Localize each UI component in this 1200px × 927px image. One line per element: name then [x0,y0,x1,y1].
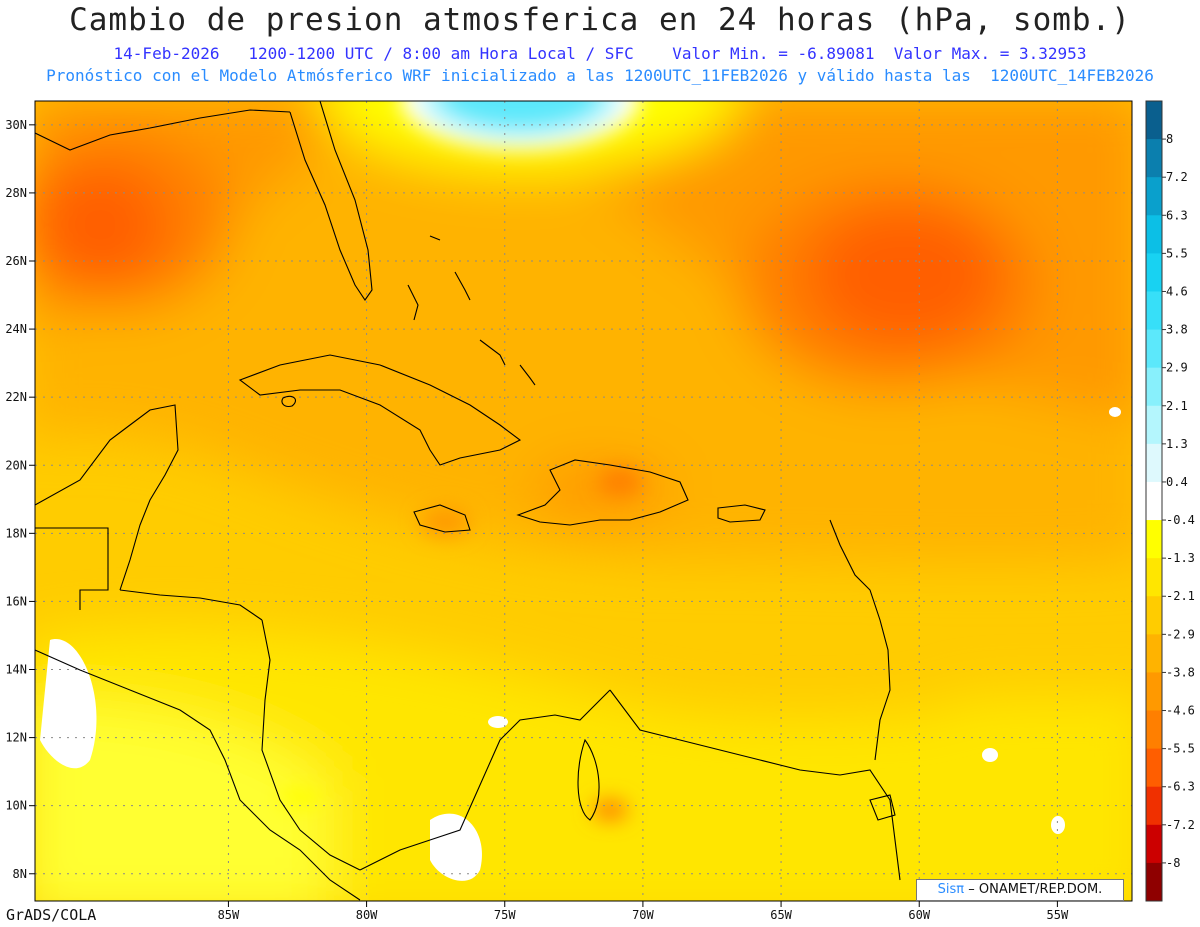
colorbar-segment [1146,596,1162,635]
lat-label: 26N [5,254,27,268]
colorbar-label: -2.9 [1166,627,1195,641]
lat-label: 14N [5,663,27,677]
lat-label: 16N [5,594,27,608]
credit-box: Sisπ – ONAMET/REP.DOM. [916,879,1124,901]
colorbar-segment [1146,443,1162,483]
lat-label: 24N [5,322,27,336]
colorbar-segment [1146,177,1162,216]
colorbar-label: -3.8 [1166,665,1195,679]
lat-label: 30N [5,118,27,132]
colorbar-segment [1146,215,1162,254]
lat-label: 18N [5,526,27,540]
lon-label: 60W [908,908,930,922]
colorbar-label: -6.3 [1166,780,1195,794]
shaded-field [35,101,1132,901]
colorbar-label: 2.9 [1166,361,1188,375]
lon-label: 75W [494,908,516,922]
colorbar-label: 8 [1166,132,1173,146]
colorbar-label: -8 [1166,856,1180,870]
colorbar-label: -5.5 [1166,742,1195,756]
graticule [35,101,1132,901]
lat-label: 20N [5,458,27,472]
grads-footer: GrADS/COLA [6,906,97,924]
sispi-logo: Sisπ [937,882,965,897]
colorbar-segment [1146,139,1162,178]
chart-title: Cambio de presion atmosferica en 24 hora… [69,2,1131,38]
colorbar-label: 6.3 [1166,208,1188,222]
colorbar-label: 0.4 [1166,475,1188,489]
colorbar-segment [1146,748,1162,788]
colorbar-label: -0.4 [1166,513,1195,527]
colorbar-segment [1146,329,1162,369]
lat-label: 28N [5,186,27,200]
lon-label: 65W [770,908,792,922]
colorbar-segment [1146,291,1162,331]
colorbar-segment [1146,862,1162,902]
colorbar-segment [1146,520,1162,559]
colorbar-segment [1146,405,1162,445]
colorbar-label: 2.1 [1166,399,1188,413]
colorbar-label: -2.1 [1166,589,1195,603]
credit-text: – ONAMET/REP.DOM. [968,882,1103,897]
axis-labels: 30N 28N 26N 24N 22N 20N 18N 16N 14N 12N 10N 8N 85W 80… [5,118,1069,922]
lon-label: 70W [632,908,654,922]
colorbar-segment [1146,710,1162,750]
lon-label: 80W [356,908,378,922]
lat-label: 10N [5,799,27,813]
coastlines [35,101,901,901]
lat-label: 12N [5,731,27,745]
lon-label: 85W [218,908,240,922]
colorbar-segment [1146,253,1162,292]
colorbar-label: 5.5 [1166,246,1188,260]
colorbar-label: -1.3 [1166,551,1195,565]
colorbar-label: 4.6 [1166,284,1188,298]
colorbar-segment [1146,786,1162,826]
map-frame [34,100,1133,902]
colorbar: 8 7.2 6.3 5.5 4.6 3.8 2.9 2.1 1.3 0.4 -0.4 -1.3 -2.1… [1145,100,1195,902]
colorbar-segment [1146,824,1162,864]
lat-label: 22N [5,390,27,404]
chart-subtitle-date-range: 14-Feb-2026 1200-1200 UTC / 8:00 am Hora… [113,44,1087,63]
colorbar-label: -7.2 [1166,818,1195,832]
colorbar-segment [1146,481,1162,521]
colorbar-label: 1.3 [1166,437,1188,451]
colorbar-label: -4.6 [1166,704,1195,718]
colorbar-segment [1146,558,1162,597]
chart-subtitle-model-info: Pronóstico con el Modelo Atmósferico WRF… [46,66,1154,85]
lon-label: 55W [1047,908,1069,922]
colorbar-frame [1145,100,1163,902]
colorbar-segment [1146,101,1162,140]
colorbar-label: 3.8 [1166,323,1188,337]
colorbar-segment [1146,634,1162,673]
colorbar-label: 7.2 [1166,170,1188,184]
colorbar-segment [1146,672,1162,712]
lat-label: 8N [13,867,27,881]
colorbar-segment [1146,367,1162,407]
